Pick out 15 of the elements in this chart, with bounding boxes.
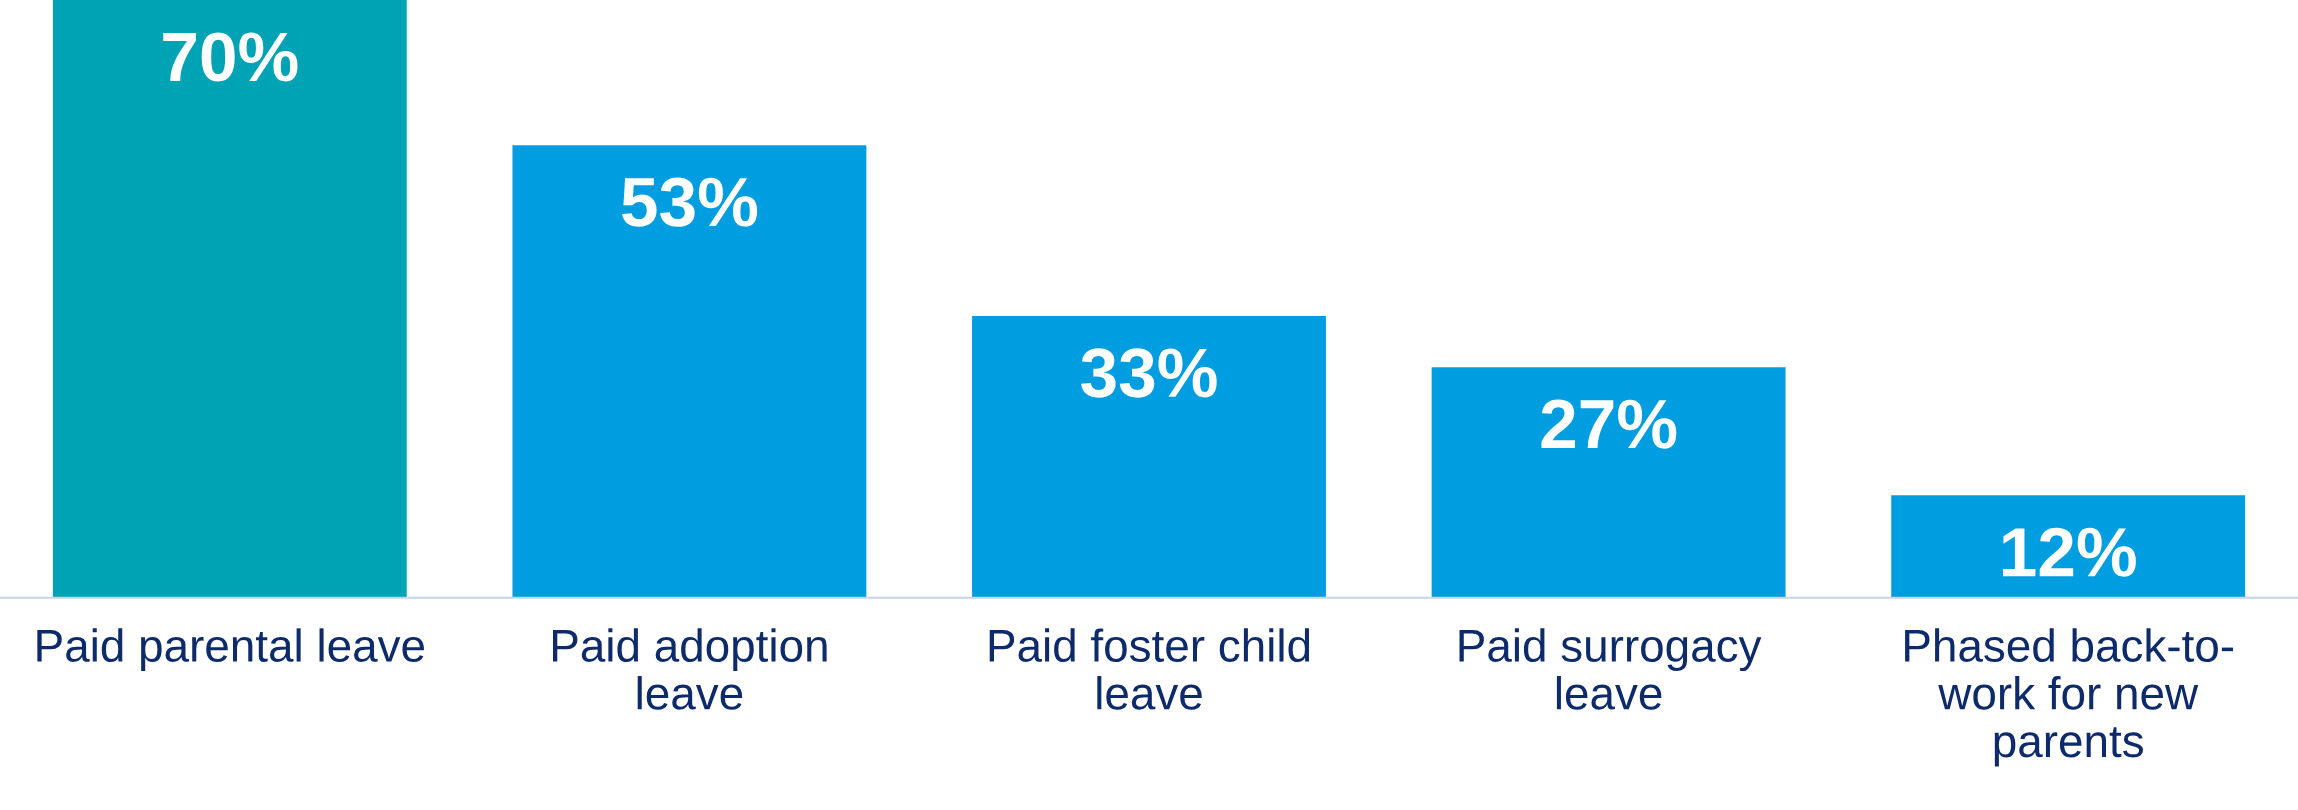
data-label: 27% — [1541, 399, 1677, 449]
x-tick-label: Paid adoption leave — [553, 628, 827, 710]
x-tick-label: Paid parental leave — [37, 628, 424, 672]
bar — [52, 0, 407, 598]
x-tick-label: Paid surrogacy leave — [1459, 628, 1762, 710]
x-tick-label: Paid foster child leave — [989, 628, 1310, 710]
bar — [1431, 367, 1786, 598]
x-tick-label: Phased back-to- work for new parents — [1905, 628, 2234, 767]
data-label: 70% — [163, 32, 298, 82]
data-label: 53% — [622, 177, 758, 227]
data-label: 12% — [2003, 527, 2136, 577]
data-label: 33% — [1081, 348, 1217, 398]
bar — [1891, 495, 2246, 598]
bar — [512, 145, 867, 598]
bar — [972, 315, 1326, 598]
